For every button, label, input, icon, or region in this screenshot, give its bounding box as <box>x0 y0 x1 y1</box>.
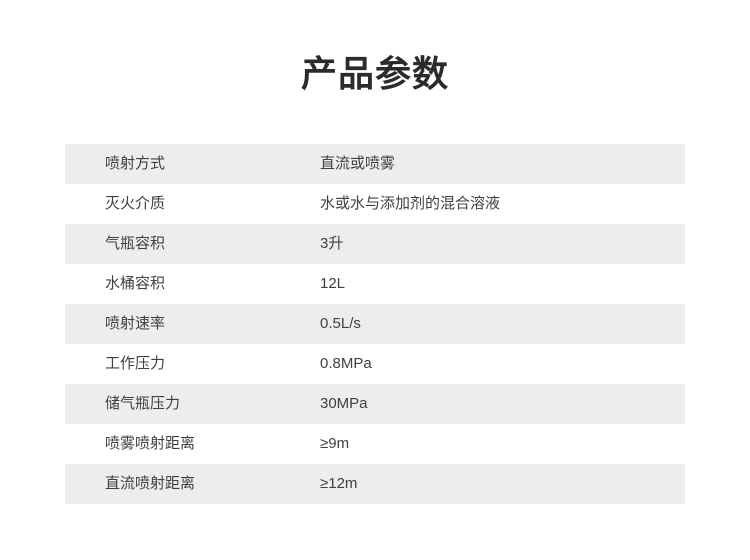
spec-label: 喷射方式 <box>105 155 166 172</box>
spec-label: 喷雾喷射距离 <box>105 435 196 452</box>
spec-value: 0.8MPa <box>320 355 372 372</box>
page-title: 产品参数 <box>300 53 449 94</box>
spec-value: 30MPa <box>320 395 368 412</box>
spec-label: 水桶容积 <box>105 275 166 292</box>
spec-label: 灭火介质 <box>105 195 166 212</box>
spec-value: 0.5L/s <box>320 315 361 332</box>
spec-value: ≥9m <box>320 435 350 452</box>
table-row: 工作压力 0.8MPa <box>65 344 685 384</box>
table-row: 喷雾喷射距离 ≥9m <box>65 424 685 464</box>
spec-label: 喷射速率 <box>105 315 166 332</box>
table-row: 喷射方式 直流或喷雾 <box>65 144 685 184</box>
spec-value: 3升 <box>320 235 344 252</box>
spec-value: ≥12m <box>320 475 358 492</box>
spec-table: 喷射方式 直流或喷雾 灭火介质 水或水与添加剂的混合溶液 气瓶容积 3升 水桶容… <box>65 144 685 504</box>
spec-value: 直流或喷雾 <box>320 155 396 172</box>
spec-label: 工作压力 <box>105 355 166 372</box>
table-row: 气瓶容积 3升 <box>65 224 685 264</box>
spec-value: 水或水与添加剂的混合溶液 <box>320 195 501 212</box>
table-row: 水桶容积 12L <box>65 264 685 304</box>
table-row: 喷射速率 0.5L/s <box>65 304 685 344</box>
spec-label: 储气瓶压力 <box>105 395 181 412</box>
table-row: 储气瓶压力 30MPa <box>65 384 685 424</box>
table-row: 灭火介质 水或水与添加剂的混合溶液 <box>65 184 685 224</box>
spec-label: 气瓶容积 <box>105 235 166 252</box>
spec-label: 直流喷射距离 <box>105 475 196 492</box>
table-row: 直流喷射距离 ≥12m <box>65 464 685 504</box>
spec-value: 12L <box>320 275 346 292</box>
